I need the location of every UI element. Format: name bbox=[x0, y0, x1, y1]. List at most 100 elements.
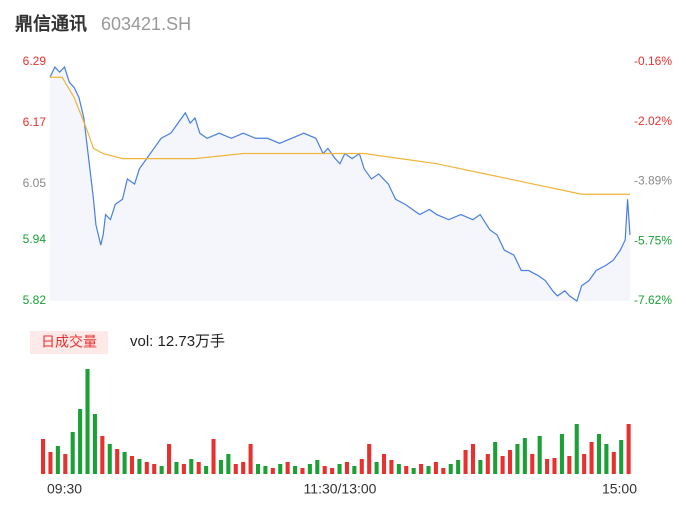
y-tick-label: 5.82 bbox=[23, 293, 47, 307]
price-line bbox=[49, 65, 631, 302]
volume-bar bbox=[100, 436, 105, 474]
volume-bar bbox=[470, 444, 476, 474]
volume-bar bbox=[537, 436, 542, 474]
volume-bar bbox=[463, 450, 468, 474]
volume-bar bbox=[129, 456, 135, 474]
volume-bar bbox=[263, 466, 268, 474]
volume-bar bbox=[278, 464, 283, 474]
volume-bar bbox=[285, 462, 290, 474]
stock-name: 鼎信通讯 bbox=[15, 13, 87, 34]
volume-bar bbox=[218, 460, 223, 474]
volume-bar bbox=[152, 464, 157, 474]
y2-tick-label: -0.16% bbox=[634, 54, 672, 68]
volume-bar bbox=[485, 454, 490, 474]
volume-bar bbox=[115, 449, 120, 474]
y-tick-label: 6.17 bbox=[23, 115, 47, 129]
volume-bar bbox=[381, 454, 387, 474]
volume-bar bbox=[204, 466, 209, 474]
volume-bar bbox=[174, 462, 179, 474]
volume-bar bbox=[337, 464, 342, 474]
volume-text: vol: 12.73万手 bbox=[130, 333, 225, 350]
volume-bar bbox=[530, 454, 535, 474]
volume-bar bbox=[404, 466, 409, 474]
y2-tick-label: -7.62% bbox=[634, 293, 672, 307]
x-tick-label: 15:00 bbox=[602, 481, 637, 497]
price-area bbox=[50, 67, 630, 301]
volume-bar bbox=[241, 462, 246, 474]
volume-bar bbox=[233, 464, 238, 474]
x-tick-label: 11:30/13:00 bbox=[304, 481, 377, 497]
volume-bar bbox=[589, 442, 594, 474]
x-tick-label: 09:30 bbox=[47, 481, 82, 497]
volume-bar bbox=[189, 459, 194, 474]
y2-tick-label: -3.89% bbox=[634, 174, 672, 188]
volume-bar bbox=[419, 464, 424, 474]
volume-bar bbox=[374, 462, 379, 474]
volume-bar bbox=[48, 452, 53, 474]
volume-bar bbox=[552, 458, 557, 474]
volume-bar bbox=[167, 444, 172, 474]
volume-bar bbox=[478, 460, 483, 474]
volume-bar bbox=[456, 460, 461, 474]
volume-bar bbox=[352, 466, 357, 474]
volume-bar bbox=[559, 434, 564, 474]
y-tick-label: 6.05 bbox=[23, 176, 47, 190]
volume-bar bbox=[411, 468, 416, 474]
volume-bar bbox=[307, 464, 312, 474]
volume-bar bbox=[41, 439, 46, 474]
volume-bar bbox=[63, 454, 68, 474]
volume-bar bbox=[515, 444, 520, 474]
volume-bar bbox=[159, 466, 164, 474]
volume-bar bbox=[441, 468, 446, 474]
volume-bar bbox=[433, 462, 438, 474]
volume-bar bbox=[619, 440, 624, 474]
volume-label: 日成交量 bbox=[41, 334, 97, 350]
volume-bar bbox=[596, 434, 602, 474]
y2-tick-label: -2.02% bbox=[634, 114, 672, 128]
y2-tick-label: -5.75% bbox=[634, 233, 672, 247]
volume-bar bbox=[567, 456, 572, 474]
volume-bar bbox=[582, 454, 587, 474]
volume-bar bbox=[300, 468, 305, 474]
volume-label-box bbox=[30, 331, 108, 354]
y-tick-label: 6.29 bbox=[23, 54, 47, 68]
volume-bar bbox=[426, 466, 431, 474]
volume-bar bbox=[107, 444, 112, 474]
volume-bar bbox=[181, 464, 186, 474]
volume-bar bbox=[367, 444, 372, 474]
volume-bar bbox=[500, 456, 505, 474]
volume-bar bbox=[322, 466, 327, 474]
volume-bar bbox=[255, 464, 261, 474]
volume-bar bbox=[611, 452, 616, 474]
volume-bar bbox=[396, 464, 401, 474]
volume-bar bbox=[448, 464, 453, 474]
volume-bar bbox=[574, 424, 579, 474]
volume-bar bbox=[55, 446, 60, 474]
volume-bar bbox=[293, 466, 298, 474]
volume-bar bbox=[248, 444, 253, 474]
volume-bar bbox=[137, 459, 142, 474]
stock-code: 603421.SH bbox=[101, 14, 191, 34]
volume-bar bbox=[92, 414, 97, 474]
average-line bbox=[50, 76, 630, 195]
y-tick-label: 5.94 bbox=[23, 232, 47, 246]
volume-bar bbox=[359, 459, 364, 474]
volume-bar bbox=[144, 462, 149, 474]
volume-bar bbox=[604, 444, 609, 474]
volume-bar bbox=[507, 450, 513, 474]
volume-bar bbox=[493, 442, 498, 474]
volume-bar bbox=[626, 424, 631, 474]
volume-bar bbox=[211, 439, 216, 474]
volume-bar bbox=[389, 460, 394, 474]
volume-bar bbox=[522, 438, 527, 474]
volume-bar bbox=[226, 454, 231, 474]
volume-bar bbox=[330, 468, 335, 474]
volume-bar bbox=[315, 460, 320, 474]
volume-bar bbox=[85, 369, 90, 474]
volume-bar bbox=[545, 459, 550, 474]
volume-bar bbox=[70, 432, 75, 474]
volume-bar bbox=[78, 409, 83, 474]
volume-bar bbox=[122, 452, 127, 474]
volume-bar bbox=[344, 462, 349, 474]
